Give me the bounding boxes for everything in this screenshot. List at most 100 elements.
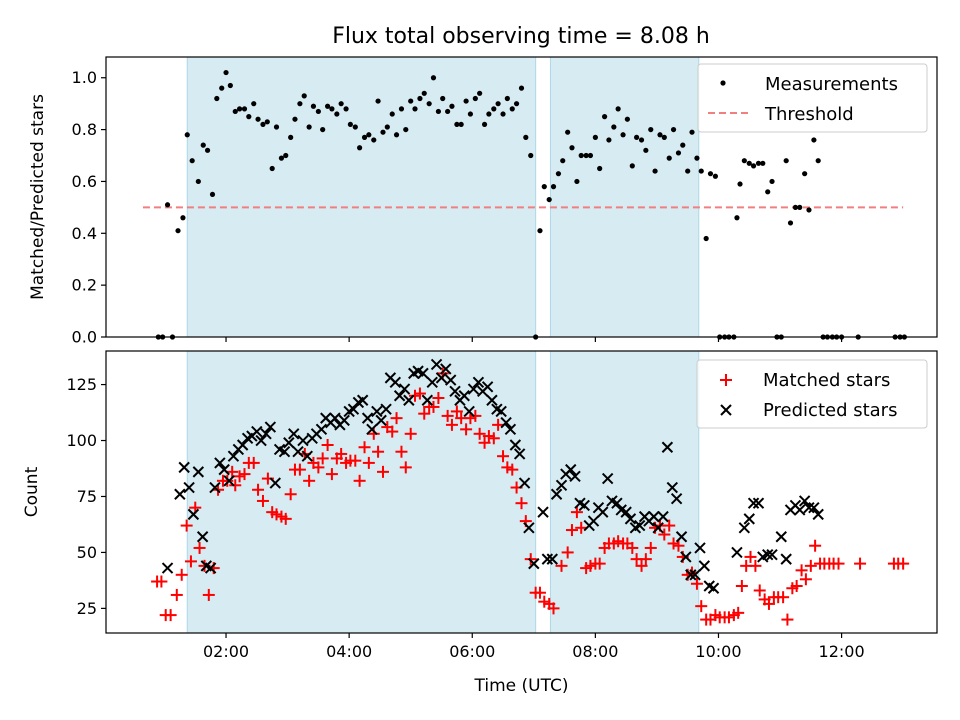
matched-star-point: [312, 461, 325, 474]
predicted-star-point: [685, 569, 697, 581]
top-axes-frame: [105, 56, 938, 338]
measurement-point: [703, 235, 709, 242]
predicted-star-point: [513, 448, 526, 460]
measurement-point: [578, 152, 584, 159]
measurement-point: [802, 171, 808, 177]
measurement-point: [236, 106, 243, 112]
matched-star-point: [390, 412, 403, 425]
predicted-star-point: [297, 434, 309, 447]
matched-star-point: [781, 613, 794, 626]
measurement-point: [666, 155, 672, 161]
matched-star-point: [690, 577, 703, 590]
predicted-star-point: [449, 385, 461, 397]
x-axis-label: Time (UTC): [474, 676, 569, 696]
measurement-point: [288, 134, 294, 140]
predicted-star-point: [463, 405, 475, 418]
measurement-point: [546, 196, 552, 203]
predicted-star-point: [161, 562, 174, 574]
predicted-star-point: [803, 501, 815, 514]
predicted-star-point: [361, 412, 374, 424]
measurement-point: [301, 93, 307, 99]
predicted-star-point: [578, 499, 590, 512]
matched-star-point: [450, 405, 463, 418]
predicted-star-point: [178, 461, 190, 474]
predicted-star-point: [301, 450, 313, 462]
matched-star-point: [399, 461, 412, 474]
matched-star-point: [533, 586, 546, 599]
measurement-point: [273, 124, 280, 130]
measurement-point: [454, 121, 460, 128]
predicted-star-point: [743, 513, 755, 525]
measurement-point: [315, 108, 321, 115]
bottom-x-tick-label: 02:00: [203, 642, 249, 661]
measurement-point: [685, 168, 691, 174]
measurement-point: [528, 152, 534, 159]
measurement-point: [371, 137, 377, 143]
predicted-star-point: [223, 475, 235, 487]
matched-star-point: [395, 445, 408, 458]
predicted-star-point: [347, 403, 360, 415]
matched-star-point: [644, 541, 657, 554]
predicted-star-point: [652, 522, 664, 534]
top-y-tick-label: 0.4: [72, 224, 97, 243]
measurement-point: [741, 158, 747, 164]
measurement-point: [500, 111, 506, 117]
matched-star-point: [386, 425, 399, 438]
matched-star-point: [555, 559, 568, 572]
predicted-star-point: [467, 383, 480, 395]
predicted-star-point: [236, 439, 249, 451]
top-y-tick-label: 0.2: [72, 276, 97, 295]
measurement-point: [638, 137, 645, 143]
measurement-point: [541, 184, 547, 190]
matched-star-point: [445, 418, 458, 431]
measurement-point: [689, 129, 695, 135]
measurement-point: [209, 191, 216, 198]
measurement-point: [652, 168, 658, 174]
matched-star-point: [184, 555, 197, 568]
matched-star-point: [469, 409, 482, 422]
measurement-point: [523, 134, 529, 140]
matched-star-point: [372, 445, 385, 458]
matched-star-point: [854, 557, 867, 570]
matched-star-point: [226, 465, 239, 478]
predicted-star-point: [812, 508, 824, 521]
measurement-point: [760, 160, 766, 166]
matched-star-point: [303, 474, 316, 487]
predicted-star-point: [192, 466, 205, 478]
predicted-star-point: [417, 367, 429, 380]
predicted-star-point: [481, 381, 494, 393]
measurement-point: [811, 137, 817, 143]
measurement-point: [629, 163, 635, 169]
measurement-point: [486, 111, 492, 117]
measurement-point: [620, 132, 626, 138]
predicted-star-point: [393, 390, 406, 402]
predicted-star-point: [458, 390, 470, 402]
matched-star-point: [593, 557, 606, 570]
predicted-star-point: [183, 481, 195, 494]
matched-star-point: [325, 468, 338, 481]
predicted-star-point: [380, 403, 392, 415]
matched-star-point: [799, 573, 812, 586]
measurement-point: [615, 106, 621, 112]
matched-star-point: [795, 564, 808, 577]
matched-star-point: [413, 387, 426, 400]
predicted-star-point: [680, 551, 692, 563]
measurement-point: [283, 152, 289, 159]
predicted-star-point: [648, 510, 660, 523]
measurement-point: [393, 132, 400, 138]
measurement-point: [241, 106, 248, 112]
measurement-point: [412, 106, 418, 112]
measurement-point: [509, 106, 515, 112]
measurement-point: [384, 124, 390, 130]
predicted-star-point: [518, 477, 531, 489]
matched-star-point: [639, 553, 652, 566]
measurement-point: [329, 106, 335, 112]
measurement-point: [430, 75, 437, 81]
measurement-point: [417, 95, 423, 102]
measurement-point: [574, 178, 580, 185]
matched-star-point: [349, 454, 362, 467]
measurement-point: [797, 204, 803, 210]
predicted-star-point: [707, 582, 720, 594]
measurement-point: [463, 98, 469, 104]
top-y-axis-label: Matched/Predicted stars: [28, 94, 48, 300]
